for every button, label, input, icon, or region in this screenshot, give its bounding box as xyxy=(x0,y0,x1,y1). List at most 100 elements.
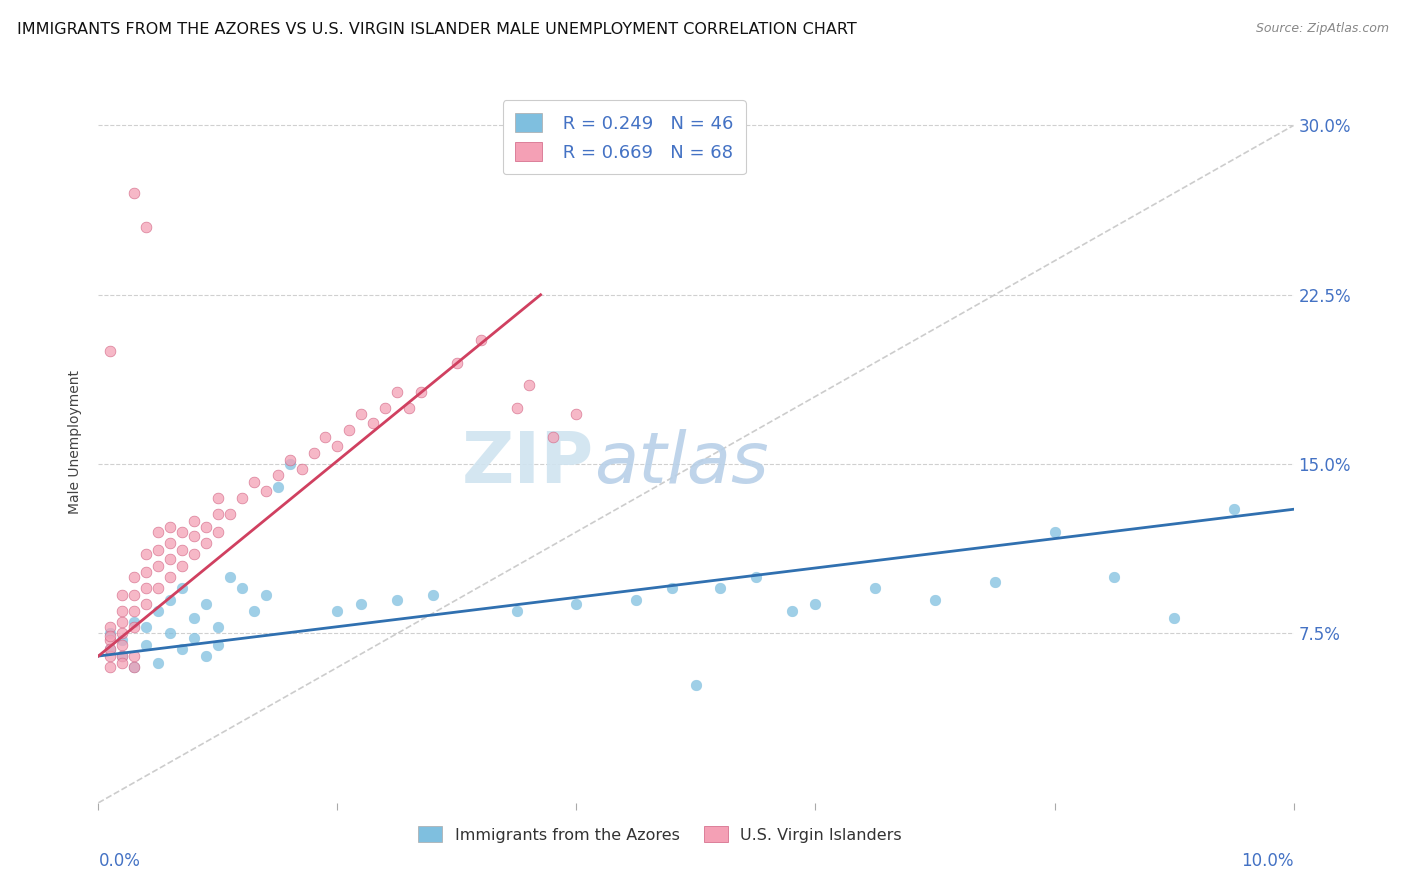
Point xyxy=(231,491,253,505)
Point xyxy=(291,461,314,475)
Point xyxy=(350,408,373,422)
Point xyxy=(865,582,887,596)
Point xyxy=(385,384,409,399)
Point xyxy=(135,620,157,634)
Point xyxy=(124,620,146,634)
Point xyxy=(159,536,181,550)
Point xyxy=(124,604,146,618)
Point xyxy=(207,638,229,652)
Text: Source: ZipAtlas.com: Source: ZipAtlas.com xyxy=(1256,22,1389,36)
Text: ZIP: ZIP xyxy=(463,429,595,498)
Point xyxy=(111,648,134,663)
Point xyxy=(506,604,529,618)
Point xyxy=(148,524,170,539)
Point xyxy=(183,529,205,543)
Point xyxy=(422,588,444,602)
Point xyxy=(148,582,170,596)
Point xyxy=(195,536,218,550)
Point xyxy=(111,638,134,652)
Point xyxy=(135,582,157,596)
Point xyxy=(135,597,157,611)
Point xyxy=(470,333,492,347)
Point xyxy=(302,446,325,460)
Point xyxy=(278,452,301,467)
Legend: Immigrants from the Azores, U.S. Virgin Islanders: Immigrants from the Azores, U.S. Virgin … xyxy=(412,820,908,849)
Point xyxy=(254,484,277,499)
Point xyxy=(148,604,170,618)
Point xyxy=(363,417,385,431)
Point xyxy=(385,592,409,607)
Point xyxy=(350,597,373,611)
Point xyxy=(111,626,134,640)
Text: 0.0%: 0.0% xyxy=(98,853,141,871)
Point xyxy=(111,604,134,618)
Point xyxy=(98,633,122,648)
Point xyxy=(1104,570,1126,584)
Point xyxy=(172,582,194,596)
Point xyxy=(207,507,229,521)
Point xyxy=(148,558,170,573)
Point xyxy=(148,542,170,557)
Point xyxy=(135,220,157,235)
Point xyxy=(98,629,122,643)
Point xyxy=(124,660,146,674)
Point xyxy=(98,620,122,634)
Point xyxy=(195,597,218,611)
Point xyxy=(804,597,827,611)
Point xyxy=(207,524,229,539)
Point xyxy=(339,423,361,437)
Point xyxy=(195,648,218,663)
Point xyxy=(124,648,146,663)
Point xyxy=(254,588,277,602)
Point xyxy=(565,408,588,422)
Point xyxy=(326,604,349,618)
Point xyxy=(374,401,396,415)
Text: atlas: atlas xyxy=(595,429,769,498)
Point xyxy=(924,592,946,607)
Point xyxy=(124,588,146,602)
Point xyxy=(1163,610,1185,624)
Point xyxy=(984,574,1007,589)
Point xyxy=(111,615,134,630)
Point xyxy=(172,524,194,539)
Point xyxy=(159,570,181,584)
Point xyxy=(172,558,194,573)
Point xyxy=(111,588,134,602)
Point xyxy=(124,660,146,674)
Point xyxy=(267,480,290,494)
Point xyxy=(172,642,194,657)
Point xyxy=(195,520,218,534)
Point xyxy=(231,582,253,596)
Point xyxy=(159,592,181,607)
Point xyxy=(98,642,122,657)
Point xyxy=(148,656,170,670)
Point xyxy=(98,648,122,663)
Point xyxy=(626,592,648,607)
Point xyxy=(124,615,146,630)
Point xyxy=(98,344,122,359)
Point xyxy=(159,552,181,566)
Point xyxy=(661,582,683,596)
Point xyxy=(98,642,122,657)
Point xyxy=(1043,524,1066,539)
Point xyxy=(135,566,157,580)
Point xyxy=(207,491,229,505)
Point xyxy=(183,514,205,528)
Point xyxy=(111,656,134,670)
Point xyxy=(111,648,134,663)
Point xyxy=(278,457,301,471)
Point xyxy=(111,633,134,648)
Point xyxy=(183,631,205,645)
Point xyxy=(506,401,529,415)
Point xyxy=(517,378,540,392)
Point xyxy=(315,430,337,444)
Point xyxy=(745,570,768,584)
Point xyxy=(780,604,803,618)
Point xyxy=(159,626,181,640)
Point xyxy=(446,355,468,369)
Point xyxy=(124,186,146,201)
Point xyxy=(411,384,433,399)
Point xyxy=(98,626,122,640)
Point xyxy=(183,610,205,624)
Point xyxy=(98,660,122,674)
